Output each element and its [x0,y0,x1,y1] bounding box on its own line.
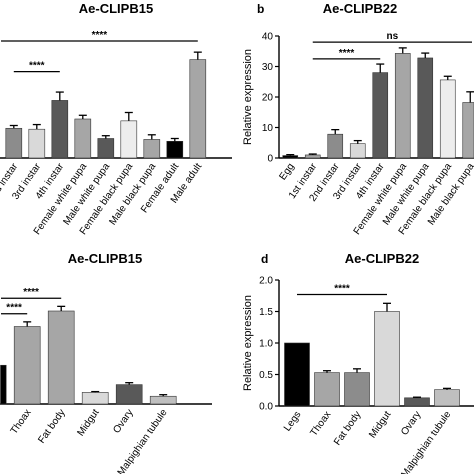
y-tick-label: 40 [262,32,274,43]
chart-title: Ae-CLIPB15 [68,251,142,266]
y-tick-label: 2.0 [259,276,273,287]
x-tick-label: Midgut [367,409,393,440]
x-tick-label: Ovary [111,407,135,435]
bar [98,139,114,159]
bar [350,144,365,158]
bar [14,327,40,405]
bar [190,60,206,158]
chart-panel-4: Ae-CLIPB22 d 0.0 0.5 1.0 1.5 2.0 Relative expre… [242,251,474,474]
bar [463,102,474,158]
bar [283,156,298,158]
x-tick-label: Thoax [9,407,34,436]
bar [345,373,370,406]
bar [285,343,310,406]
x-tick-label: Midgut [75,407,101,438]
bar [48,311,74,404]
y-tick-label: 20 [262,93,274,104]
bar [29,129,45,158]
chart-title: Ae-CLIPB22 [345,251,419,266]
significance-label: **** [339,48,355,59]
bar [315,373,340,406]
y-tick-label: 0 [267,154,273,165]
y-axis-label: Relative expression [242,295,254,391]
bar [150,396,176,404]
significance-label: **** [23,287,39,298]
bar [418,58,433,158]
bar [305,155,320,158]
x-tick-label: Legs [282,409,303,433]
panel-letter: b [257,2,264,16]
bar [52,100,68,158]
y-tick-label: 1.0 [259,339,273,350]
significance-label: **** [29,61,45,72]
bar [167,141,183,158]
y-tick-label: 30 [262,62,274,73]
x-tick-label: Thoax [309,409,334,438]
significance-label: **** [334,283,350,294]
bar [328,134,343,158]
bar [440,80,455,158]
bar [1,365,7,404]
bar [144,139,160,158]
chart-title: Ae-CLIPB22 [323,1,397,16]
significance-label: ns [387,31,399,42]
y-tick-label: 0.0 [259,402,273,413]
bar [6,128,22,158]
bar [405,398,430,406]
bar [75,119,91,158]
significance-label: **** [92,30,108,41]
x-tick-label: Egg [277,161,296,182]
chart-title: Ae-CLIPB15 [79,1,153,16]
x-tick-label: Fat body [36,407,67,445]
significance-label: **** [6,303,22,314]
bar [373,73,388,158]
bar [435,390,460,406]
chart-panel-2: Ae-CLIPB22 b 0 10 20 30 40 Relative expression E… [242,1,474,237]
bar [375,312,400,407]
y-axis-label: Relative expression [242,49,254,145]
bar [395,53,410,158]
y-tick-label: 10 [262,123,274,134]
bar [82,392,108,404]
panel-letter: d [261,252,268,266]
y-tick-label: 0.5 [259,370,273,381]
bar [116,385,142,404]
x-tick-label: Ovary [399,409,423,437]
y-tick-label: 1.5 [259,307,273,318]
x-tick-label: Fat body [332,409,363,447]
bar [121,121,137,158]
